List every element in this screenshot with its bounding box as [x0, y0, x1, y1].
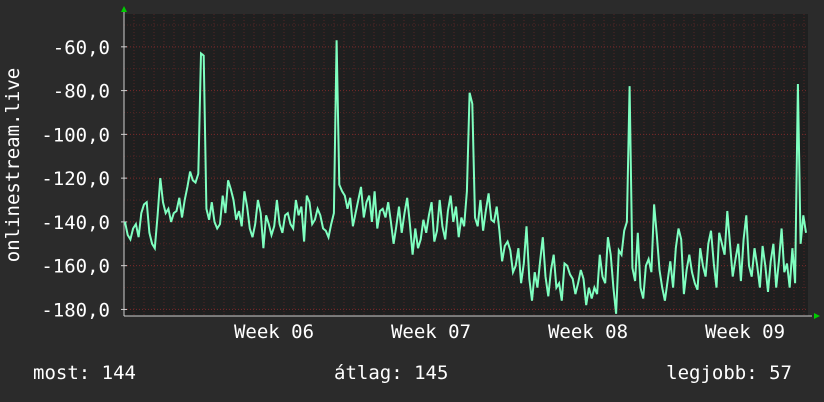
x-axis-arrow-icon [814, 313, 820, 319]
stat-average: átlag: 145 [334, 362, 449, 384]
x-axis-ticks: Week 06 Week 07 Week 08 Week 09 [234, 321, 785, 343]
grid-lines [124, 14, 808, 316]
stat-best: legjobb: 57 [666, 362, 792, 384]
x-tick-label: Week 08 [548, 321, 628, 343]
y-axis-arrow-icon [121, 6, 127, 12]
y-tick-label: -60,0 [53, 37, 110, 59]
series-line [124, 40, 807, 314]
x-tick-label: Week 09 [705, 321, 785, 343]
y-tick-label: -120,0 [41, 168, 110, 190]
chart-svg: -60,0 -80,0 -100,0 -120,0 -140,0 -160,0 -180,0… [2, 6, 820, 343]
axes [121, 6, 820, 319]
y-tick-label: -160,0 [41, 256, 110, 278]
y-axis-label: onlinestream.live [2, 68, 24, 262]
stat-current: most: 144 [33, 362, 136, 384]
y-tick-label: -80,0 [53, 81, 110, 103]
x-tick-label: Week 06 [234, 321, 314, 343]
y-tick-label: -180,0 [41, 299, 110, 321]
y-tick-label: -140,0 [41, 212, 110, 234]
y-axis-ticks: -60,0 -80,0 -100,0 -120,0 -140,0 -160,0 -180,0 [41, 37, 127, 321]
x-tick-label: Week 07 [391, 321, 471, 343]
y-tick-label: -100,0 [41, 124, 110, 146]
